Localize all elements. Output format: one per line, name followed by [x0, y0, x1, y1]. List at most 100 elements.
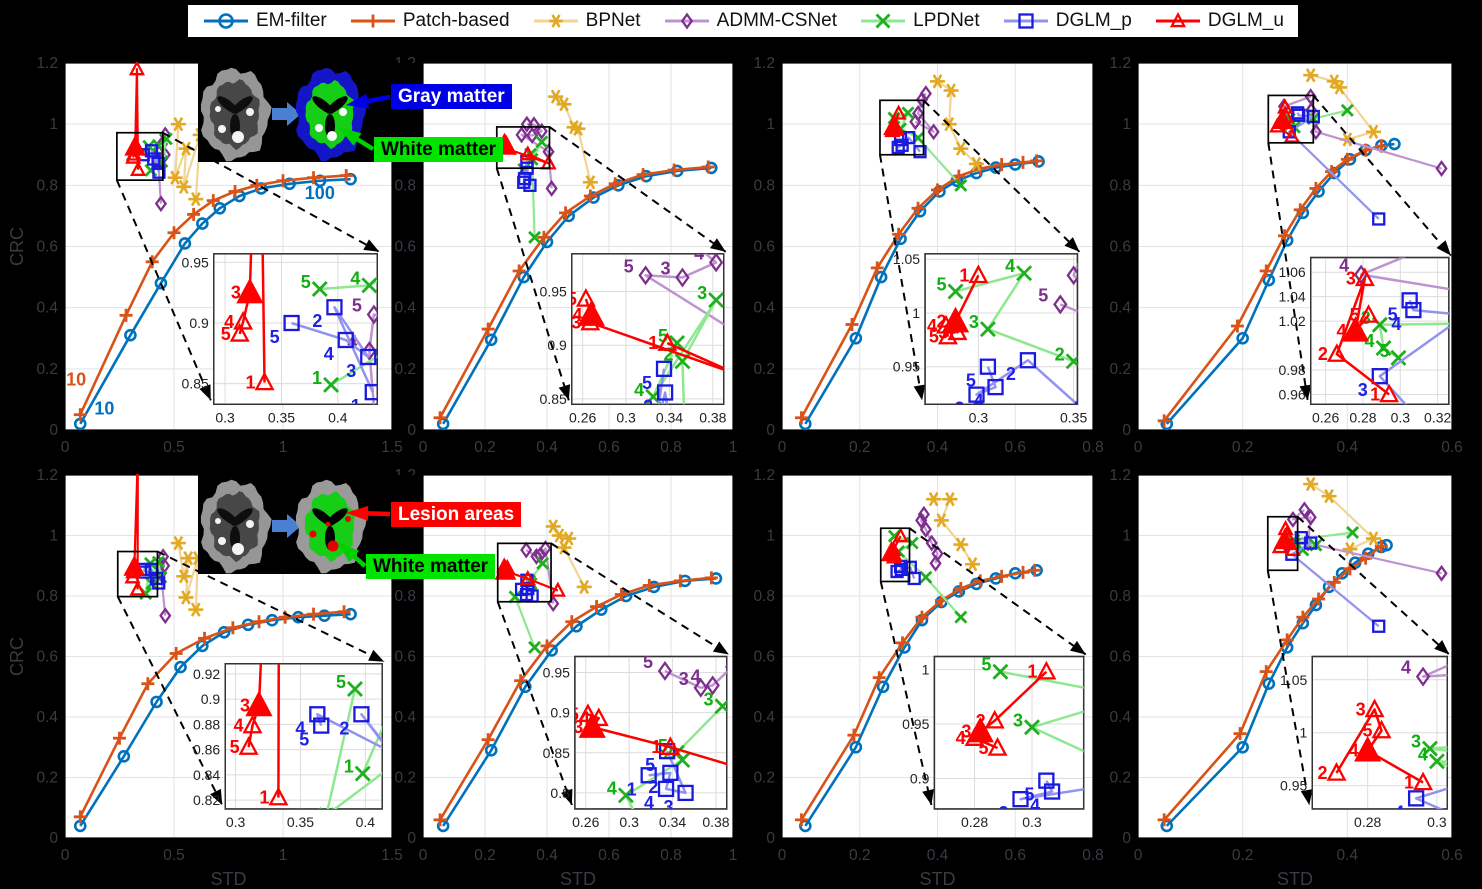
svg-text:3: 3 [660, 258, 670, 278]
svg-text:0.4: 0.4 [394, 300, 416, 317]
svg-text:0.2: 0.2 [1232, 439, 1254, 456]
svg-text:0.38: 0.38 [699, 409, 726, 425]
svg-text:0.8: 0.8 [1109, 588, 1131, 605]
svg-text:1: 1 [1404, 772, 1414, 792]
svg-text:3: 3 [346, 361, 356, 381]
svg-text:4: 4 [694, 243, 704, 263]
inset-r2c3: 0.280.30.90.9515354312345 [902, 655, 1085, 830]
patch-legend-marker-icon [350, 14, 395, 28]
svg-text:5: 5 [642, 373, 652, 393]
legend-item-label: ADMM-CSNet [716, 10, 838, 31]
svg-text:1: 1 [922, 662, 930, 678]
svg-text:5: 5 [658, 326, 668, 346]
svg-text:0.95: 0.95 [543, 665, 570, 681]
svg-text:5: 5 [1350, 305, 1360, 325]
svg-text:0.6: 0.6 [394, 649, 416, 666]
svg-text:0.82: 0.82 [193, 792, 220, 808]
svg-text:0.2: 0.2 [753, 361, 775, 378]
svg-text:0.95: 0.95 [893, 359, 920, 375]
legend-item-lpdnet: LPDNet [859, 9, 980, 33]
svg-text:1.2: 1.2 [1109, 55, 1131, 72]
legend-item-label: Patch-based [402, 10, 510, 31]
svg-text:4: 4 [1394, 802, 1404, 822]
svg-text:1.2: 1.2 [1109, 467, 1131, 484]
svg-text:CRC: CRC [7, 637, 27, 676]
svg-text:0.95: 0.95 [182, 254, 209, 270]
svg-text:0.34: 0.34 [656, 409, 683, 425]
lesion-areas-label: Lesion areas [391, 502, 522, 527]
bpnet-legend-marker-icon [533, 14, 578, 28]
svg-text:5: 5 [230, 737, 240, 757]
svg-text:0.3: 0.3 [1391, 409, 1411, 425]
svg-text:0: 0 [1122, 422, 1131, 439]
svg-text:1: 1 [959, 265, 969, 285]
svg-text:0.3: 0.3 [1022, 814, 1042, 830]
svg-text:4: 4 [1030, 796, 1040, 816]
svg-text:0.6: 0.6 [36, 649, 58, 666]
svg-text:0: 0 [49, 830, 58, 847]
svg-text:3: 3 [231, 283, 241, 303]
svg-text:0: 0 [61, 439, 70, 456]
svg-text:5: 5 [645, 755, 655, 775]
svg-text:0.3: 0.3 [616, 409, 636, 425]
svg-text:0.2: 0.2 [394, 361, 416, 378]
svg-text:0.6: 0.6 [1004, 439, 1026, 456]
svg-text:0.4: 0.4 [753, 709, 775, 726]
svg-text:0.4: 0.4 [1109, 300, 1131, 317]
svg-text:1: 1 [1122, 528, 1131, 545]
svg-text:0.4: 0.4 [927, 439, 949, 456]
svg-text:5: 5 [1363, 721, 1373, 741]
svg-text:0.9: 0.9 [201, 691, 221, 707]
svg-text:0.4: 0.4 [753, 300, 775, 317]
svg-text:2: 2 [648, 777, 658, 797]
svg-text:0.28: 0.28 [1354, 814, 1381, 830]
legend: EM-filter Patch-based BPNet ADMM-CSNet LPDNe… [186, 3, 1300, 39]
svg-text:1: 1 [1027, 662, 1037, 682]
svg-text:0.2: 0.2 [1109, 361, 1131, 378]
svg-text:5: 5 [270, 327, 280, 347]
subplot-r1c2: 00.20.40.60.8100.20.40.60.811.20.260.30.… [394, 55, 737, 456]
svg-text:5: 5 [643, 652, 653, 672]
legend-item-dglm-p: DGLM_p [1002, 9, 1132, 33]
svg-text:0.86: 0.86 [193, 742, 220, 758]
svg-text:0.4: 0.4 [394, 709, 416, 726]
svg-text:0.6: 0.6 [598, 847, 620, 864]
subplot-r2c4: 0 0.2 0.4 0.6 0 0.2 0.4 0.6 0.8 1 1.2 STD 0.28 0.3 0.9… [1109, 467, 1463, 889]
svg-text:1: 1 [651, 737, 661, 757]
svg-text:3: 3 [969, 312, 979, 332]
svg-text:0.85: 0.85 [543, 745, 570, 761]
svg-text:0.6: 0.6 [1441, 847, 1463, 864]
svg-text:5: 5 [1024, 785, 1034, 805]
svg-text:2: 2 [312, 311, 322, 331]
svg-text:0.85: 0.85 [540, 391, 567, 407]
svg-text:1.04: 1.04 [1278, 289, 1305, 305]
legend-item-label: LPDNet [913, 10, 980, 31]
svg-text:0.3: 0.3 [215, 409, 235, 425]
svg-text:0.26: 0.26 [1312, 409, 1339, 425]
svg-text:5: 5 [301, 272, 311, 292]
svg-text:5: 5 [929, 327, 939, 347]
svg-text:0.6: 0.6 [753, 239, 775, 256]
svg-text:0.3: 0.3 [619, 814, 639, 830]
svg-text:5: 5 [221, 324, 231, 344]
svg-text:1: 1 [766, 116, 775, 133]
brain-panel-bottom [198, 475, 420, 574]
svg-text:3: 3 [571, 313, 581, 333]
svg-text:4: 4 [607, 778, 617, 798]
svg-text:2: 2 [643, 396, 653, 416]
svg-text:0.35: 0.35 [1060, 409, 1087, 425]
svg-text:0.2: 0.2 [394, 770, 416, 787]
svg-text:0.5: 0.5 [163, 439, 185, 456]
svg-text:4: 4 [1401, 658, 1411, 678]
svg-text:3: 3 [679, 669, 689, 689]
subplot-r1c4: 0 0.2 0.4 0.6 0 0.2 0.4 0.6 0.8 1 1.2 0.26 0.28 0.3 0.… [1109, 55, 1462, 456]
subplot-r1c3: 0 0.2 0.4 0.6 0.8 0 0.2 0.4 0.6 0.8 1 1.2 0.3 0.35 0.9… [753, 55, 1103, 456]
svg-text:0.4: 0.4 [356, 814, 376, 830]
svg-text:5: 5 [1379, 341, 1389, 361]
svg-text:4: 4 [1339, 256, 1349, 276]
legend-item-patch-based: Patch-based [349, 9, 510, 33]
svg-text:1.02: 1.02 [1278, 313, 1305, 329]
svg-text:0.92: 0.92 [193, 666, 220, 682]
